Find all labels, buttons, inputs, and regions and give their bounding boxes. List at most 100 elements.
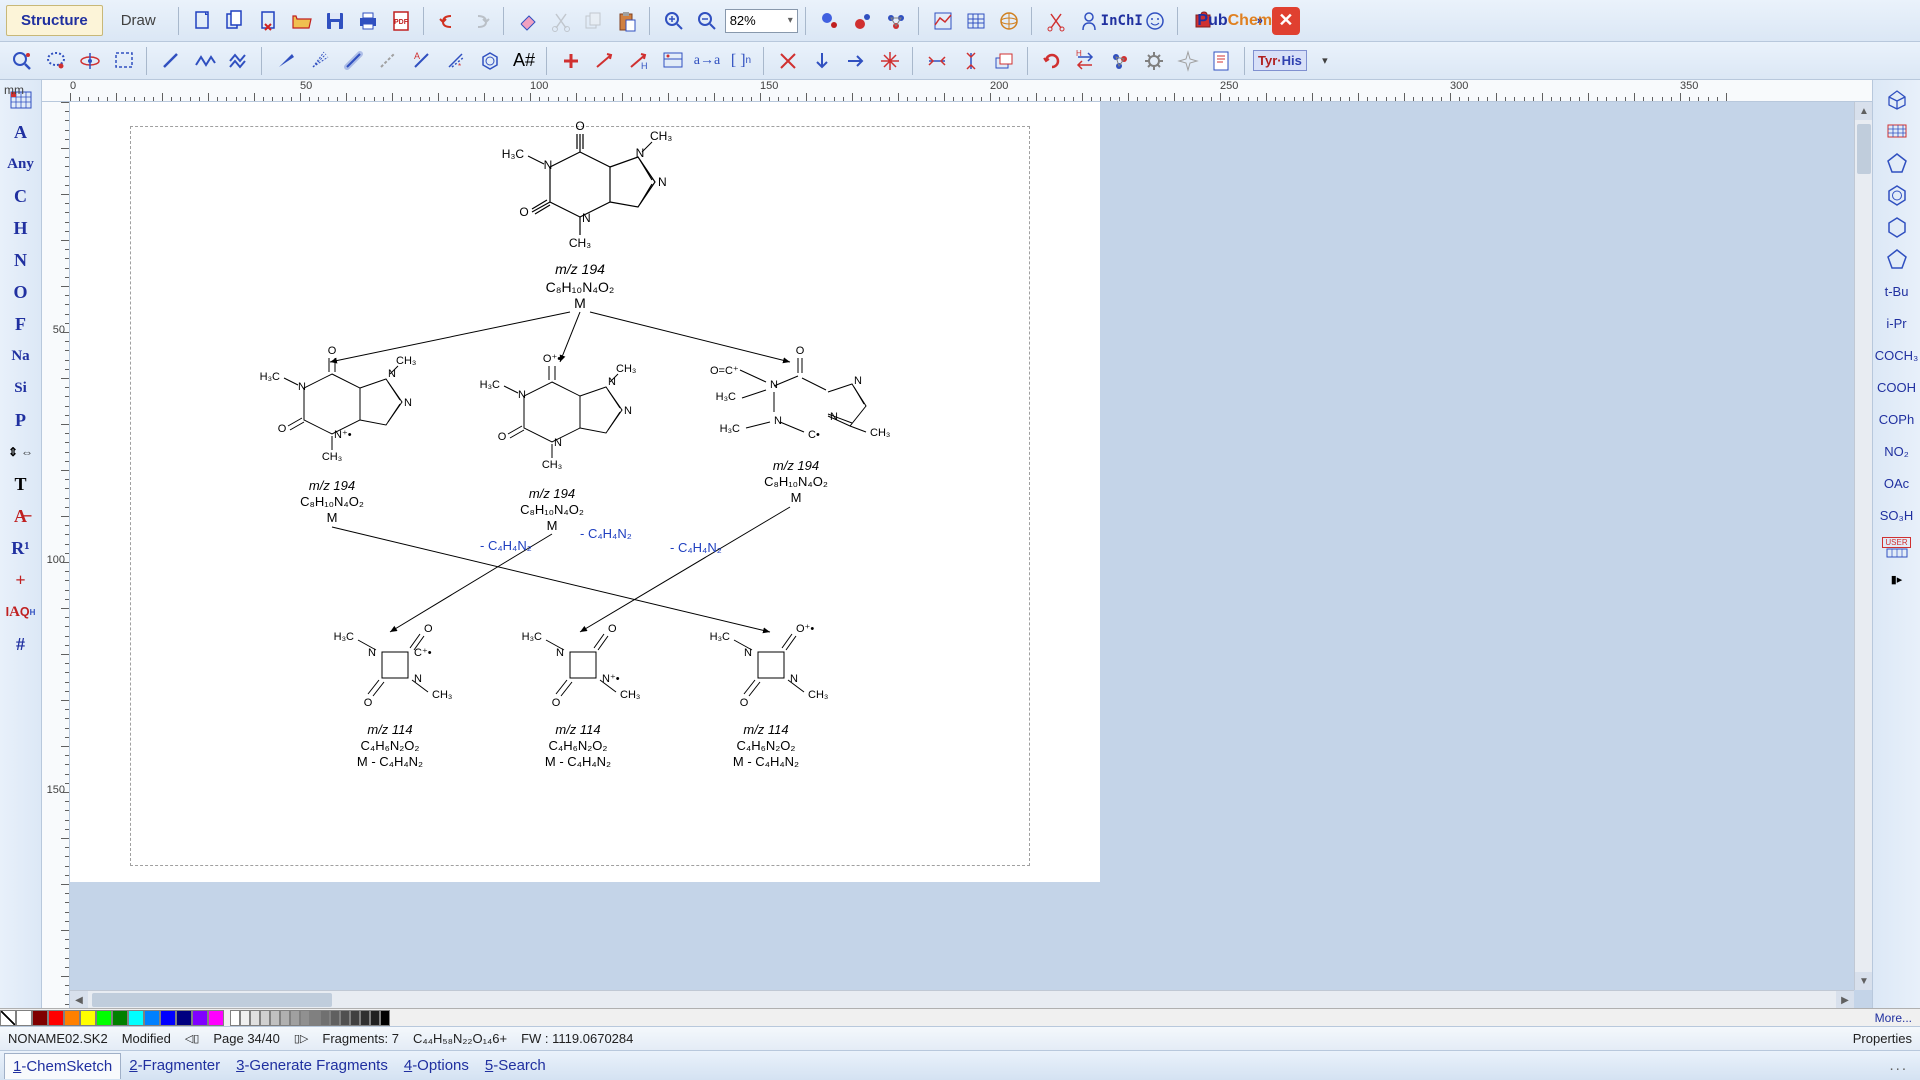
gray-swatch[interactable] (260, 1010, 270, 1026)
sparkle-icon[interactable] (1172, 46, 1204, 76)
gray-swatch[interactable] (230, 1010, 240, 1026)
eraser-icon[interactable] (513, 6, 543, 36)
paste-icon[interactable] (612, 6, 642, 36)
save-icon[interactable] (320, 6, 350, 36)
isotope-tool[interactable]: IAQH (3, 596, 39, 628)
color-swatch[interactable] (64, 1010, 80, 1026)
arrow-icon[interactable] (589, 46, 621, 76)
bottom-tabs-more[interactable]: ... (1889, 1057, 1908, 1074)
toolbar-more-icon[interactable]: » (1257, 17, 1263, 25)
print-icon[interactable] (353, 6, 383, 36)
redo-icon[interactable] (466, 6, 496, 36)
cyclopentane-icon[interactable] (1876, 148, 1918, 178)
table-icon[interactable] (961, 6, 991, 36)
collapse-icon[interactable]: ▮▸ (1876, 564, 1918, 594)
toolbar2-dropdown-icon[interactable]: ▾ (1309, 46, 1341, 76)
cyclopentane2-icon[interactable] (1876, 244, 1918, 274)
group-coph[interactable]: COPh (1876, 404, 1918, 434)
rotate3d-icon[interactable] (74, 46, 106, 76)
status-page-nav2[interactable]: ▯▷ (294, 1032, 309, 1045)
color-swatch[interactable] (80, 1010, 96, 1026)
element-o[interactable]: O (3, 276, 39, 308)
tab-search[interactable]: 5-Search (477, 1053, 554, 1078)
zoom-out-icon[interactable] (692, 6, 722, 36)
element-any[interactable]: Any (3, 148, 39, 180)
rect-select-icon[interactable] (108, 46, 140, 76)
template-ring3d-icon[interactable] (1876, 84, 1918, 114)
cut-icon[interactable] (546, 6, 576, 36)
palette-more-button[interactable]: More... (1875, 1011, 1912, 1025)
r-group-tool[interactable]: R¹ (3, 532, 39, 564)
center-v-icon[interactable] (955, 46, 987, 76)
gray-swatch[interactable] (350, 1010, 360, 1026)
color-swatch[interactable] (128, 1010, 144, 1026)
color-swatch[interactable] (160, 1010, 176, 1026)
gray-swatch[interactable] (310, 1010, 320, 1026)
structure-tab[interactable]: Structure (6, 5, 103, 36)
gray-swatch[interactable] (370, 1010, 380, 1026)
gray-swatch[interactable] (340, 1010, 350, 1026)
scroll-thumb-h[interactable] (92, 993, 332, 1007)
layers-icon[interactable] (989, 46, 1021, 76)
color-swatch[interactable] (48, 1010, 64, 1026)
pubchem-button[interactable]: PubChem (1220, 6, 1250, 36)
open-icon[interactable] (287, 6, 317, 36)
benzene-template-icon[interactable] (1876, 180, 1918, 210)
cut-bond-icon[interactable] (772, 46, 804, 76)
lasso-icon[interactable] (40, 46, 72, 76)
center-h-icon[interactable] (921, 46, 953, 76)
bond-icon[interactable] (155, 46, 187, 76)
copy-icon[interactable] (579, 6, 609, 36)
atom-label-icon[interactable]: A# (508, 46, 540, 76)
chain-icon[interactable] (189, 46, 221, 76)
pdf-icon[interactable]: PDF (386, 6, 416, 36)
globe-icon[interactable] (994, 6, 1024, 36)
color-swatch[interactable] (32, 1010, 48, 1026)
tab-generate[interactable]: 3-Generate Fragments (228, 1053, 396, 1078)
gray-swatch[interactable] (360, 1010, 370, 1026)
select-icon[interactable] (6, 46, 38, 76)
status-properties[interactable]: Properties (1853, 1031, 1912, 1046)
color-swatch[interactable] (192, 1010, 208, 1026)
element-na[interactable]: Na (3, 340, 39, 372)
smiley-icon[interactable] (1140, 6, 1170, 36)
group-ipr[interactable]: i-Pr (1876, 308, 1918, 338)
atom-blue-icon[interactable] (815, 6, 845, 36)
gray-swatch[interactable] (380, 1010, 390, 1026)
zoom-select[interactable]: 82% ▾ (725, 9, 798, 33)
scissors-red-icon[interactable] (1041, 6, 1071, 36)
plus-icon[interactable] (555, 46, 587, 76)
person-icon[interactable] (1074, 6, 1104, 36)
scroll-right-icon[interactable]: ▶ (1836, 991, 1854, 1008)
element-p[interactable]: P (3, 404, 39, 436)
gray-swatch[interactable] (320, 1010, 330, 1026)
chain2-icon[interactable] (223, 46, 255, 76)
gray-swatch[interactable] (290, 1010, 300, 1026)
group-cooh[interactable]: COOH (1876, 372, 1918, 402)
scroll-down-icon[interactable]: ▼ (1855, 972, 1872, 990)
group-no2[interactable]: NO₂ (1876, 436, 1918, 466)
gray-swatch[interactable] (270, 1010, 280, 1026)
arrow-right-icon[interactable] (840, 46, 872, 76)
element-expand-icon[interactable]: ⇕ ⇔ (3, 436, 39, 468)
wavy-bond-icon[interactable] (338, 46, 370, 76)
element-c[interactable]: C (3, 180, 39, 212)
brackets-icon[interactable]: [ ]n (725, 46, 757, 76)
user-templates-icon[interactable]: USER (1876, 532, 1918, 562)
gray-swatch[interactable] (280, 1010, 290, 1026)
wedge-down-icon[interactable] (304, 46, 336, 76)
undo-icon[interactable] (433, 6, 463, 36)
scroll-left-icon[interactable]: ◀ (70, 991, 88, 1008)
drawing-canvas[interactable]: O O N H₃C CH₃ N CH₃ N N (70, 102, 1872, 1008)
element-f[interactable]: F (3, 308, 39, 340)
group-tbu[interactable]: t-Bu (1876, 276, 1918, 306)
tab-chemsketch[interactable]: 1-ChemSketch (4, 1053, 121, 1079)
mapping-icon[interactable] (657, 46, 689, 76)
scroll-thumb-v[interactable] (1857, 124, 1871, 174)
cyclohexane-icon[interactable] (1876, 212, 1918, 242)
tab-fragmenter[interactable]: 2-Fragmenter (121, 1053, 228, 1078)
element-a[interactable]: A (3, 116, 39, 148)
scroll-up-icon[interactable]: ▲ (1855, 102, 1872, 120)
color-swatch[interactable] (96, 1010, 112, 1026)
gray-swatch[interactable] (250, 1010, 260, 1026)
